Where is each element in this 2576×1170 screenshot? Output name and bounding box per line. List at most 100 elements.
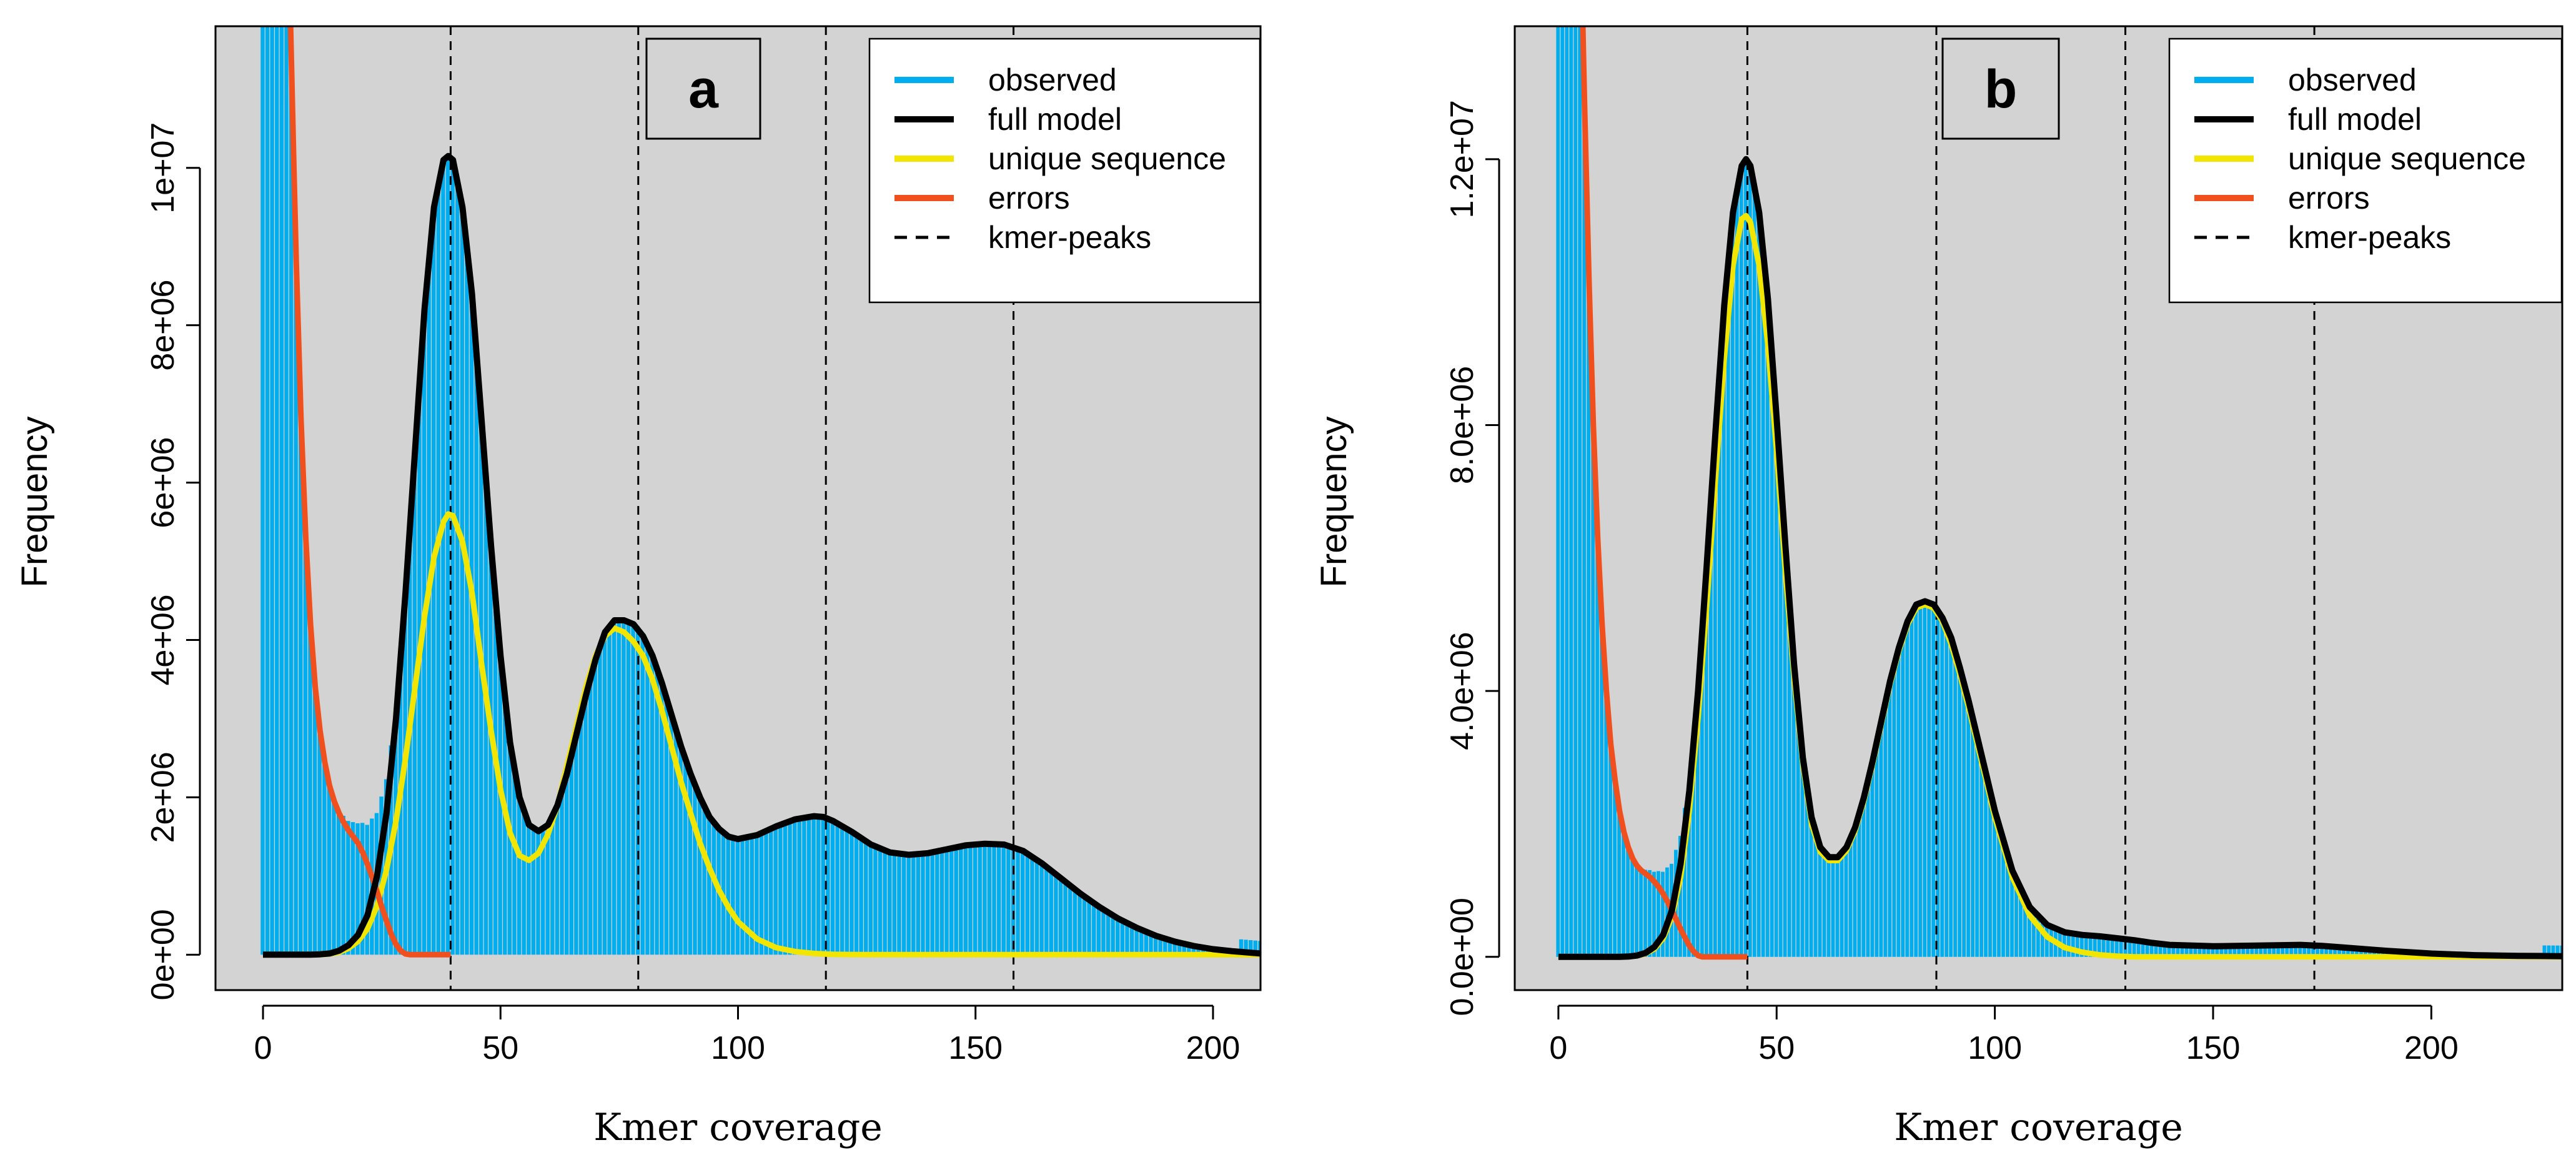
histogram-bar xyxy=(1613,780,1617,957)
histogram-bar xyxy=(360,823,365,955)
histogram-bar xyxy=(750,836,754,955)
y-axis: 0.0e+00 4.0e+06 8.0e+06 1.2e+07 xyxy=(1444,100,1500,1016)
histogram-bar xyxy=(1739,166,1743,957)
histogram-bar xyxy=(1096,906,1101,955)
histogram-bar xyxy=(1831,857,1835,957)
histogram-bar xyxy=(731,838,735,955)
histogram-bar xyxy=(2228,946,2232,957)
histogram-bar xyxy=(1657,871,1660,957)
full-model-curve xyxy=(263,152,1261,958)
x-axis: 0 50 100 150 200 xyxy=(1549,1004,2459,1066)
histogram-bar xyxy=(935,851,939,955)
histogram-bar xyxy=(1896,647,1901,957)
histogram-bar xyxy=(2351,948,2354,957)
panel-b: 0 50 100 150 200 0.0e+00 4.0e+06 8.0e+06 1.2e+0… xyxy=(1314,25,2564,1149)
histogram-bar xyxy=(1984,774,1988,957)
histogram-bar xyxy=(2014,880,2018,957)
legend: observed full model unique sequence erro… xyxy=(2168,37,2563,304)
histogram-bar xyxy=(1700,628,1704,957)
x-axis: 0 50 100 150 200 xyxy=(254,1004,1240,1066)
histogram-bar xyxy=(598,645,602,955)
histogram-bar xyxy=(2128,939,2132,957)
histogram-bar xyxy=(578,715,583,955)
histogram-bar xyxy=(2141,941,2145,957)
histogram-bar xyxy=(1944,628,1949,957)
histogram-bar xyxy=(1149,933,1153,955)
histogram-bar xyxy=(2337,947,2341,957)
histogram-bar xyxy=(792,819,797,955)
histogram-bar xyxy=(1034,860,1039,955)
histogram-bar xyxy=(617,620,621,955)
histogram-bar xyxy=(892,853,897,955)
histogram-bar xyxy=(797,818,801,955)
histogram-bar xyxy=(2101,936,2106,957)
histogram-bar xyxy=(888,852,892,955)
histogram-bar xyxy=(1726,259,1730,957)
histogram-bar xyxy=(859,838,863,955)
histogram-bar xyxy=(1111,915,1115,955)
histogram-bar xyxy=(1822,852,1826,957)
histogram-bar xyxy=(2001,840,2005,957)
histogram-bar xyxy=(1866,779,1870,957)
histogram-bar xyxy=(1622,831,1625,957)
errors-curve xyxy=(287,26,451,958)
histogram-bar xyxy=(474,357,478,955)
histogram-bar xyxy=(2342,947,2346,957)
histogram-bar xyxy=(322,761,327,955)
histogram-bar xyxy=(2259,945,2263,957)
histogram-bar xyxy=(1635,864,1638,957)
histogram-bar xyxy=(308,624,312,955)
histogram-bar xyxy=(959,846,963,955)
histogram-bar xyxy=(460,207,465,955)
histogram-bar xyxy=(1774,418,1778,957)
histogram-bar xyxy=(735,839,740,955)
legend-item-full-model: full model xyxy=(2194,102,2422,137)
legend-label-kmer-peaks: kmer-peaks xyxy=(988,220,1151,255)
histogram-bar xyxy=(1578,26,1582,957)
histogram-bar xyxy=(726,836,730,955)
x-tick-label: 0 xyxy=(1549,1030,1567,1066)
histogram-bar xyxy=(588,677,593,955)
y-tick-label: 0.0e+00 xyxy=(1444,898,1480,1016)
histogram-bar xyxy=(1016,849,1020,955)
histogram-bar xyxy=(883,850,887,955)
histogram-bar xyxy=(2241,946,2246,957)
histogram-bar xyxy=(299,419,303,955)
y-tick-label: 6e+06 xyxy=(145,437,181,528)
histogram-bar xyxy=(455,183,460,955)
y-tick-label: 1e+07 xyxy=(145,122,181,214)
histogram-bar xyxy=(1971,719,1974,957)
histogram-bar xyxy=(1153,936,1158,955)
histogram-bar xyxy=(1082,896,1087,955)
histogram-bar xyxy=(1044,867,1049,955)
histogram-bar xyxy=(1191,946,1196,955)
histogram-bar xyxy=(1167,940,1172,955)
histogram-bar xyxy=(2097,936,2101,957)
histogram-bar xyxy=(764,830,768,955)
histogram-bar xyxy=(2154,943,2158,957)
histogram-bar xyxy=(1975,737,1979,957)
histogram-bar xyxy=(1691,735,1695,957)
histogram-bar xyxy=(693,785,697,955)
histogram-bar xyxy=(944,849,949,955)
histogram-bar xyxy=(1704,564,1708,957)
legend-item-unique-sequence: unique sequence xyxy=(894,141,1226,176)
histogram-bar xyxy=(1020,851,1025,955)
legend-label-full-model: full model xyxy=(988,102,1122,137)
legend-label-unique-sequence: unique sequence xyxy=(2288,141,2526,176)
y-tick-label: 0e+00 xyxy=(145,909,181,1000)
histogram-bar xyxy=(1573,26,1578,957)
histogram-bar xyxy=(1158,937,1162,955)
histogram-bar xyxy=(916,854,921,955)
x-tick-label: 150 xyxy=(948,1030,1003,1066)
histogram-bar xyxy=(2184,945,2189,957)
histogram-bar xyxy=(755,835,759,955)
histogram-bar xyxy=(1901,634,1905,957)
histogram-bar xyxy=(2555,945,2560,957)
histogram-bar xyxy=(1848,837,1853,957)
histogram-bar xyxy=(465,250,469,955)
histogram-bar xyxy=(1888,681,1892,957)
histogram-bar xyxy=(2263,945,2267,957)
histogram-bar xyxy=(483,482,488,955)
